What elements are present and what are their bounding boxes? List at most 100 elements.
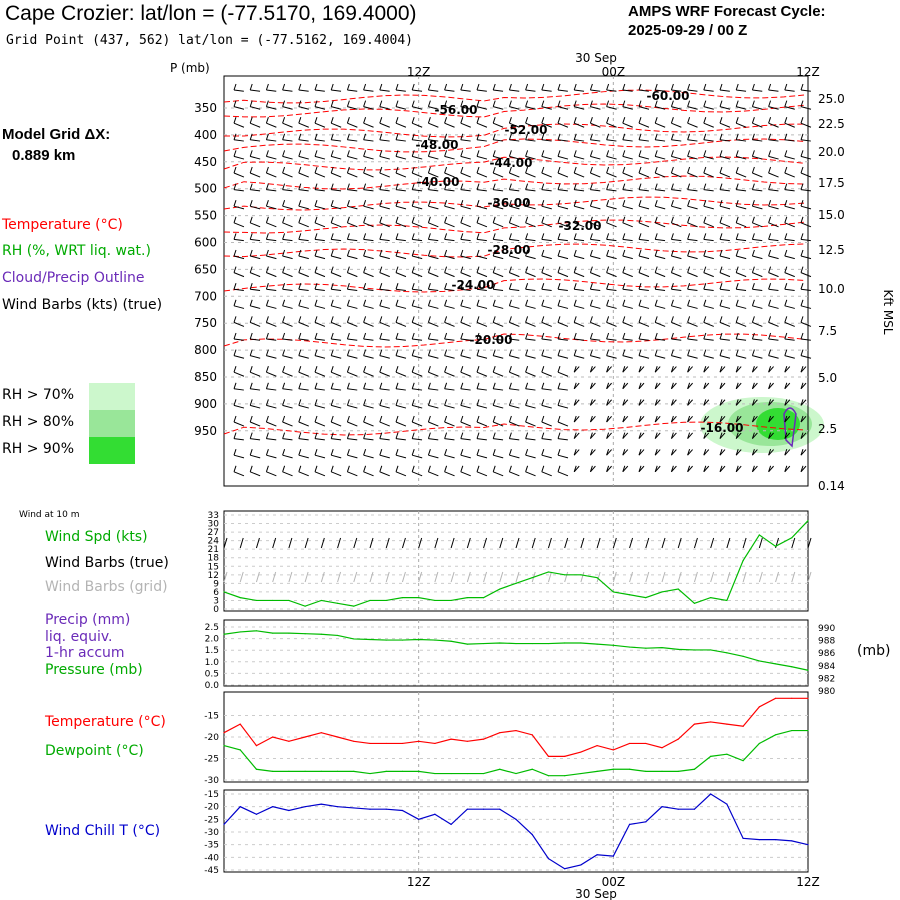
wind-barb-flag bbox=[654, 183, 658, 190]
dewpoint-point bbox=[385, 770, 387, 773]
wind-barb-flag bbox=[379, 117, 383, 124]
pressure-point bbox=[466, 643, 468, 645]
wind-chill-point bbox=[499, 808, 501, 810]
surface-barb-true bbox=[353, 537, 358, 549]
wind-barb bbox=[509, 106, 520, 110]
wind-barb-flag bbox=[411, 200, 415, 207]
wind-barb-flag bbox=[719, 233, 723, 240]
wind-barb-flag bbox=[492, 432, 496, 439]
wind-barb bbox=[314, 321, 326, 327]
wind-barb bbox=[444, 338, 455, 341]
wind-barb-flag bbox=[411, 332, 415, 340]
wind-barb bbox=[622, 305, 633, 309]
wind-chill-point bbox=[385, 808, 387, 810]
wind-barb-flag bbox=[395, 399, 399, 406]
wind-barb bbox=[331, 238, 342, 242]
wind-barb bbox=[347, 438, 358, 441]
wind-barb bbox=[412, 388, 423, 391]
wind-speed-tick: 30 bbox=[208, 520, 220, 530]
wind-barb bbox=[687, 355, 698, 359]
wind-barb-flag bbox=[525, 183, 529, 190]
wind-barb-flag bbox=[460, 200, 464, 207]
wind-barb bbox=[590, 321, 601, 327]
wind-barb-flag bbox=[314, 399, 318, 406]
wind-barb bbox=[298, 355, 309, 359]
wind-barb bbox=[379, 321, 390, 327]
wind-barb-flag bbox=[395, 216, 399, 223]
wind-barb-flag bbox=[654, 299, 658, 306]
wind-barb-flag bbox=[314, 249, 318, 257]
wind-barb-flag bbox=[444, 299, 448, 306]
wind-barb-flag bbox=[314, 382, 318, 389]
temperature-line bbox=[223, 697, 808, 757]
wind-barb-flag bbox=[249, 382, 253, 389]
wind-barb-flag bbox=[298, 332, 302, 340]
wind-barb-flag bbox=[703, 83, 707, 91]
wind-barb-flag bbox=[622, 117, 626, 124]
grid-point-subtitle: Grid Point (437, 562) lat/lon = (-77.516… bbox=[6, 33, 413, 48]
wind-barb bbox=[331, 321, 342, 327]
wind-barb-flag bbox=[411, 216, 415, 223]
wind-barb bbox=[671, 139, 682, 142]
wind-barb-flag bbox=[719, 249, 723, 257]
wind-barb-flag bbox=[687, 266, 691, 273]
surface-barb-grid bbox=[304, 571, 309, 583]
wind-barb-flag bbox=[427, 233, 431, 240]
height-tick: 7.5 bbox=[818, 324, 837, 338]
wind-barb bbox=[379, 438, 390, 441]
wind-barb bbox=[314, 205, 326, 210]
surface-barb-grid bbox=[580, 571, 585, 583]
wind-barb bbox=[493, 404, 504, 409]
wind-barb bbox=[412, 272, 423, 278]
wind-barb-flag bbox=[379, 133, 383, 140]
wind-barb-flag bbox=[670, 249, 674, 257]
wind-barb-flag bbox=[589, 183, 593, 190]
wind-barb-flag bbox=[476, 332, 480, 340]
wind-barb bbox=[298, 238, 309, 242]
wind-barb bbox=[541, 471, 552, 477]
wind-barb bbox=[671, 122, 682, 128]
surface-barb-grid bbox=[401, 571, 406, 583]
wind-barb-flag bbox=[768, 382, 772, 389]
wind-barb-flag bbox=[282, 249, 286, 257]
wind-barb bbox=[412, 305, 423, 309]
wind-barb-flag bbox=[298, 100, 302, 107]
wind-speed-point bbox=[791, 537, 793, 539]
wind-chill-point bbox=[418, 818, 420, 820]
wind-barb-flag bbox=[363, 166, 367, 174]
wind-barb bbox=[509, 139, 520, 142]
surface-barb-grid bbox=[661, 571, 666, 583]
wind-barb bbox=[266, 288, 277, 291]
temperature-point bbox=[369, 742, 371, 745]
surface-barb-true bbox=[580, 537, 585, 549]
wind-barb-flag bbox=[751, 316, 755, 323]
wind-barb-flag bbox=[411, 183, 415, 190]
wind-barb-flag bbox=[557, 399, 561, 406]
wind-barb-flag bbox=[525, 233, 529, 240]
wind-barb-flag bbox=[460, 83, 464, 91]
wind-barb-flag bbox=[670, 415, 674, 423]
wind-barb-flag bbox=[233, 183, 237, 190]
wind-barb-flag bbox=[687, 366, 691, 373]
wind-barb-flag bbox=[233, 415, 237, 423]
model-grid-value: 0.889 km bbox=[12, 147, 76, 164]
wind-barb bbox=[655, 89, 666, 92]
isotherm-line bbox=[223, 243, 805, 258]
wind-barb-flag bbox=[670, 366, 674, 373]
wind-barb bbox=[768, 238, 779, 242]
wind-speed-point bbox=[499, 588, 501, 590]
wind-barb bbox=[606, 305, 617, 309]
wind-barb-flag bbox=[557, 349, 561, 356]
wind-barb-flag bbox=[330, 183, 334, 190]
wind-barb-flag bbox=[557, 233, 561, 240]
wind-barb bbox=[719, 172, 731, 178]
wind-barb-flag bbox=[525, 117, 529, 124]
wind-barb bbox=[266, 205, 277, 210]
surface-barb-true bbox=[466, 537, 471, 549]
wind-barb-flag bbox=[282, 166, 286, 174]
wind-barb bbox=[493, 388, 504, 391]
wind-barb-flag bbox=[363, 150, 367, 157]
wind-barb-flag bbox=[541, 100, 545, 107]
wind-barb-flag bbox=[557, 415, 561, 423]
wind-barb bbox=[233, 122, 245, 128]
